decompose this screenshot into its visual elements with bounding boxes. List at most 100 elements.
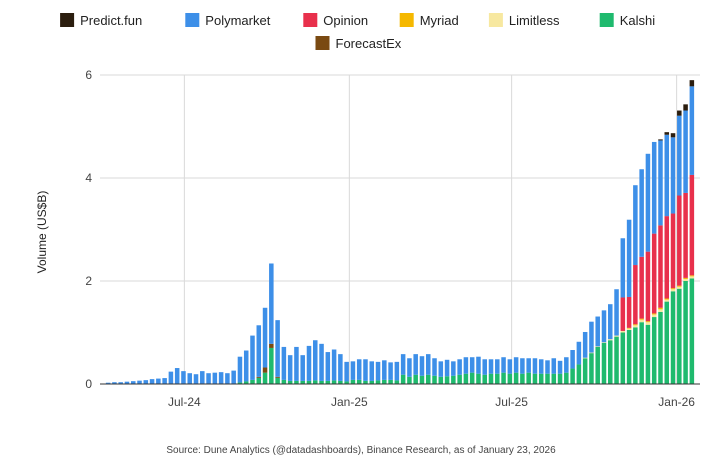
bar-segment-polymarket	[444, 359, 450, 377]
bar-stack	[212, 372, 218, 385]
bar-segment-kalshi	[564, 372, 569, 384]
bar-stack	[532, 358, 538, 384]
bar-stack	[187, 373, 192, 385]
bar-stack	[262, 307, 268, 384]
bar-segment-kalshi	[243, 381, 249, 384]
bar-stack	[651, 141, 657, 384]
bar-segment-myriad	[658, 307, 663, 310]
bar-segment-polymarket	[319, 343, 324, 381]
bar-segment-limitless	[614, 335, 619, 337]
bar-stack	[400, 354, 406, 384]
bar-segment-polymarket	[275, 320, 280, 377]
bar-segment-polymarket	[664, 134, 670, 217]
bar-segment-kalshi	[651, 317, 657, 384]
bar-stack	[664, 132, 670, 384]
legend-label: Kalshi	[620, 13, 656, 28]
bar-segment-polymarket	[582, 331, 588, 358]
bar-segment-kalshi	[501, 372, 506, 384]
bar-stack	[375, 361, 381, 384]
bar-stack	[513, 357, 519, 384]
bar-stack	[476, 356, 481, 384]
bar-segment-kalshi	[469, 372, 475, 384]
bar-segment-polymarket	[356, 359, 362, 380]
bar-stack	[394, 361, 400, 384]
bar-segment-limitless	[633, 325, 638, 328]
bar-stack	[363, 359, 368, 384]
bar-segment-polymarket	[639, 169, 644, 257]
bar-segment-myriad	[645, 321, 651, 323]
bar-segment-limitless	[626, 328, 632, 330]
bar-segment-kalshi	[444, 376, 450, 384]
bar-stack	[162, 378, 167, 385]
bar-segment-polymarket	[250, 335, 255, 380]
bar-segment-limitless	[677, 286, 682, 289]
bar-segment-limitless	[651, 314, 657, 318]
bar-segment-polymarket	[564, 357, 569, 373]
legend-item-kalshi: Kalshi	[599, 13, 656, 28]
bar-segment-polymarket	[513, 357, 519, 373]
gridlines	[100, 74, 700, 384]
bar-stack	[595, 316, 600, 384]
bar-segment-opinion	[620, 297, 626, 331]
bar-segment-polymarket	[350, 361, 356, 380]
bar-stack	[488, 359, 494, 384]
bar-segment-polymarket	[620, 238, 626, 298]
bar-segment-opinion	[633, 265, 638, 325]
bar-stack	[331, 349, 337, 384]
bar-stack	[689, 80, 695, 384]
bar-stack	[388, 362, 393, 384]
bar-stack	[670, 133, 676, 384]
bar-segment-kalshi	[595, 346, 600, 384]
bar-stack	[369, 361, 375, 384]
bar-segment-polymarket	[595, 316, 600, 347]
bar-stack	[325, 352, 331, 384]
bar-segment-kalshi	[532, 373, 538, 384]
bar-stack	[469, 357, 475, 384]
bar-segment-kalshi	[689, 278, 695, 384]
bar-stack	[313, 340, 318, 384]
bar-segment-polymarket	[313, 340, 318, 381]
bar-segment-polymarket	[526, 358, 531, 373]
bar-segment-polymarket	[156, 378, 161, 384]
bar-segment-polymarket	[124, 381, 130, 384]
bar-stack	[413, 354, 418, 384]
bar-segment-kalshi	[451, 375, 456, 384]
bar-segment-limitless	[683, 278, 688, 281]
bar-segment-polymarket	[545, 360, 550, 374]
legend-label: ForecastEx	[336, 36, 402, 51]
bar-segment-polymarket	[174, 368, 180, 384]
legend-label: Opinion	[323, 13, 368, 28]
bar-segment-limitless	[582, 357, 588, 359]
bar-segment-limitless	[589, 352, 594, 354]
bar-segment-predict-fun	[664, 132, 670, 135]
bar-segment-opinion	[626, 296, 632, 328]
bar-segment-kalshi	[331, 380, 337, 384]
bar-stack	[319, 343, 324, 384]
bar-segment-myriad	[670, 288, 676, 290]
bar-segment-kalshi	[344, 381, 349, 384]
bar-segment-myriad	[639, 318, 644, 320]
bar-segment-kalshi	[589, 353, 594, 384]
bar-stack	[582, 331, 588, 384]
bar-segment-polymarket	[281, 346, 287, 380]
bar-segment-predict-fun	[683, 104, 688, 111]
bar-stack	[658, 139, 663, 384]
bar-stack	[507, 359, 513, 384]
bar-segment-kalshi	[281, 379, 287, 384]
bar-segment-kalshi	[388, 379, 393, 384]
bar-segment-opinion	[664, 216, 670, 299]
bar-stack	[181, 371, 186, 385]
bar-segment-polymarket	[576, 341, 582, 365]
bar-stack	[425, 354, 431, 384]
legend-item-myriad: Myriad	[399, 13, 459, 28]
bar-segment-polymarket	[570, 350, 575, 369]
bar-stack	[281, 346, 287, 384]
bar-segment-kalshi	[633, 327, 638, 384]
bar-segment-polymarket	[463, 357, 469, 374]
bar-stack	[463, 357, 469, 384]
bar-segment-predict-fun	[677, 110, 682, 116]
bar-stack	[306, 345, 312, 384]
bar-segment-myriad	[683, 277, 688, 279]
bar-segment-kalshi	[425, 374, 431, 384]
bar-segment-polymarket	[677, 115, 682, 196]
